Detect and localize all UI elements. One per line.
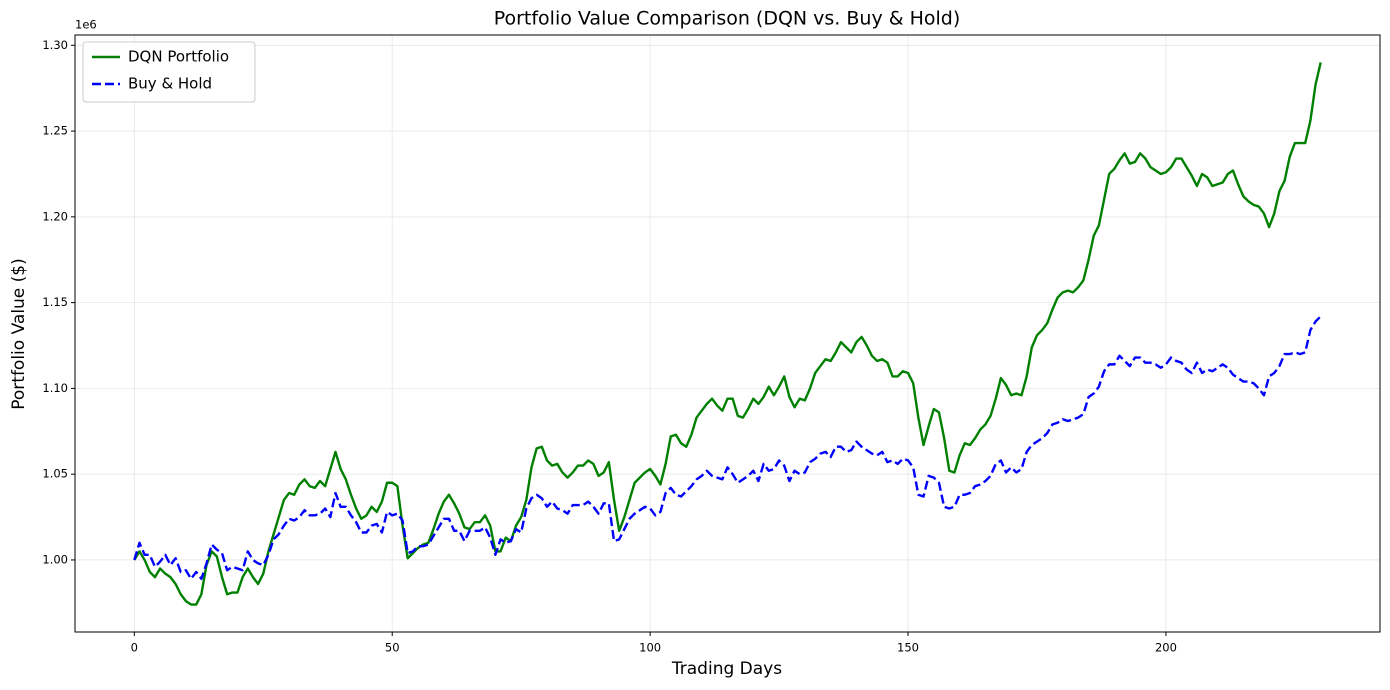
series-line [133, 62, 1322, 606]
y-offset-label: 1e6 [75, 18, 97, 32]
x-tick-label: 150 [897, 641, 919, 655]
y-tick-label: 1.20 [42, 209, 68, 223]
x-tick-label: 0 [131, 641, 138, 655]
grid: 0 50 100 150 200 1.00 1.05 1.10 1.15 1.20 1.25 1.30 [42, 35, 1380, 655]
legend-label: Buy & Hold [128, 75, 212, 93]
x-tick-label: 200 [1155, 641, 1177, 655]
y-tick-label: 1.10 [42, 381, 68, 395]
y-tick-label: 1.30 [42, 38, 68, 52]
y-axis-label: Portfolio Value ($) [9, 258, 29, 410]
x-axis-label: Trading Days [671, 659, 782, 679]
y-tick-label: 1.00 [42, 552, 68, 566]
plot-area [133, 62, 1322, 606]
legend: DQN Portfolio Buy & Hold [82, 41, 256, 103]
x-tick-label: 100 [639, 641, 661, 655]
axes-frame [74, 34, 1381, 633]
series-line [133, 315, 1322, 581]
chart-title: Portfolio Value Comparison (DQN vs. Buy … [494, 8, 961, 30]
y-tick-label: 1.15 [42, 295, 68, 309]
legend-box [82, 41, 256, 103]
x-tick-label: 50 [385, 641, 400, 655]
legend-label: DQN Portfolio [128, 48, 229, 66]
y-tick-label: 1.05 [42, 467, 68, 481]
y-tick-label: 1.25 [42, 124, 68, 138]
